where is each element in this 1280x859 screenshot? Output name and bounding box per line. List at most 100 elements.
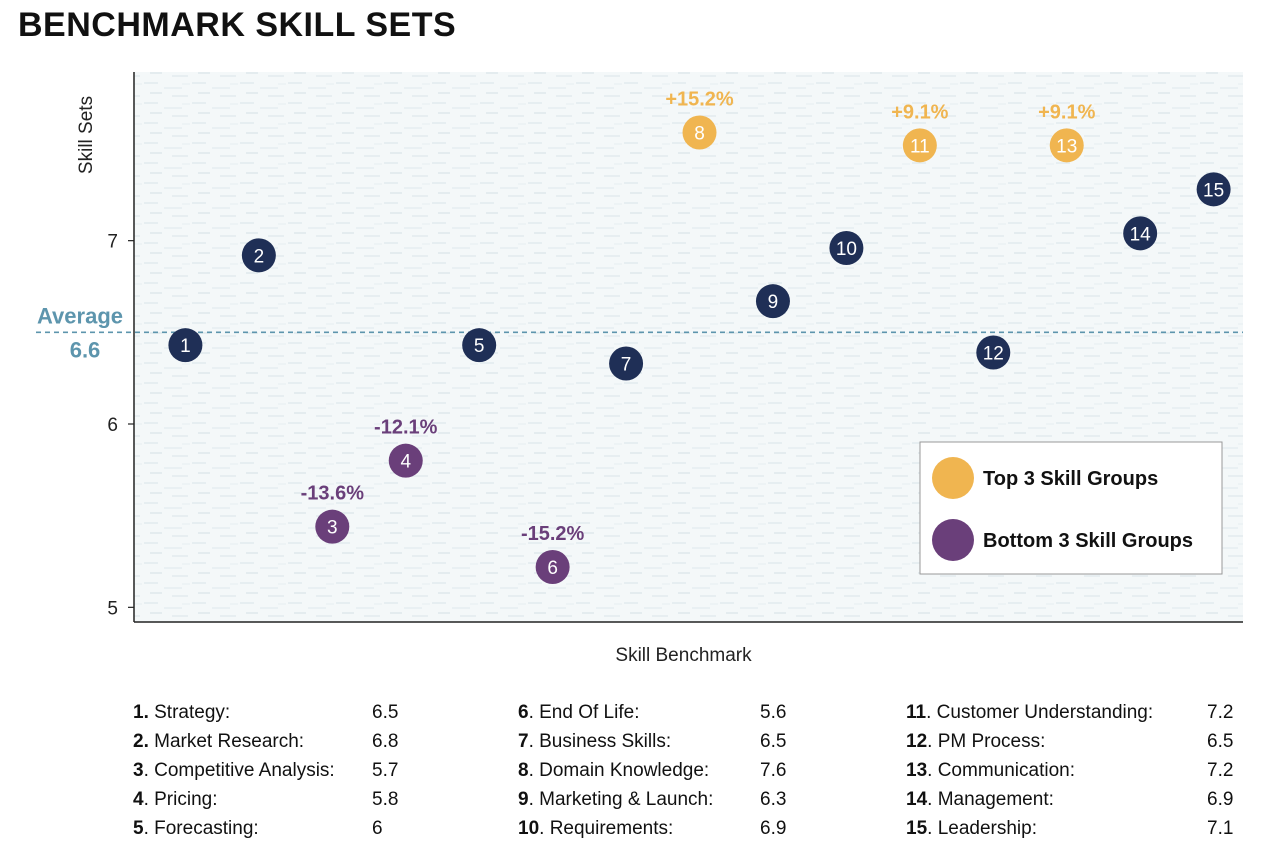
skill-value: 6 xyxy=(372,818,383,839)
skill-value: 6.3 xyxy=(760,789,787,810)
point-change-label: -15.2% xyxy=(521,523,585,545)
point-marker xyxy=(388,443,423,478)
point-marker xyxy=(902,128,937,163)
skill-value: 7.2 xyxy=(1207,702,1234,723)
skill-value: 6.5 xyxy=(372,702,399,723)
point-number: 9 xyxy=(768,292,779,313)
point-marker xyxy=(976,335,1011,370)
data-point-12: 12 xyxy=(976,335,1011,370)
skill-number: 1. xyxy=(133,702,149,723)
skill-list-item: 14. Management: 6.9 xyxy=(906,787,1233,816)
skill-number: 15 xyxy=(906,818,928,839)
point-marker xyxy=(682,115,717,150)
data-point-10: 10 xyxy=(829,231,864,265)
skill-value: 7.1 xyxy=(1207,818,1234,839)
point-marker xyxy=(462,328,497,363)
skill-number: 9 xyxy=(518,789,529,810)
data-point-11: 11 +9.1% xyxy=(891,101,949,163)
skill-name: . Requirements: xyxy=(539,818,674,839)
average-label: Average xyxy=(37,303,123,328)
skill-name: Market Research: xyxy=(148,731,305,752)
skill-list-item: 5. Forecasting: 6 xyxy=(133,816,383,845)
point-change-label: -12.1% xyxy=(374,417,438,439)
data-point-13: 13 +9.1% xyxy=(1038,101,1096,163)
x-axis-label: Skill Benchmark xyxy=(615,645,752,666)
skill-list-col-3: 11. Customer Understanding: 7.2 12. PM Pro… xyxy=(906,700,1233,845)
point-change-label: +9.1% xyxy=(1038,101,1095,123)
point-number: 7 xyxy=(621,355,632,376)
skill-list-item: 10. Requirements: 6.9 xyxy=(518,816,786,845)
y-tick-label: 6 xyxy=(107,415,118,436)
data-point-8: 8 +15.2% xyxy=(665,89,734,150)
skill-number: 12 xyxy=(906,731,928,752)
data-point-15: 15 xyxy=(1196,172,1231,207)
skill-value: 5.7 xyxy=(372,760,399,781)
chart-title: BENCHMARK SKILL SETS xyxy=(18,6,457,44)
data-point-3: 3 -13.6% xyxy=(301,483,365,544)
point-marker xyxy=(829,231,864,265)
skill-name: Strategy: xyxy=(148,702,231,723)
skill-number: 8 xyxy=(518,760,529,781)
data-point-6: 6 -15.2% xyxy=(521,523,585,584)
point-number: 1 xyxy=(180,336,191,357)
skill-list-item: 1. Strategy: 6.5 xyxy=(133,700,398,729)
point-number: 6 xyxy=(547,558,558,579)
point-marker xyxy=(1049,128,1084,163)
skill-name: . Customer Understanding: xyxy=(926,702,1154,723)
skill-name: . End Of Life: xyxy=(528,702,640,723)
skill-list-item: 4. Pricing: 5.8 xyxy=(133,787,398,816)
skill-name: . Leadership: xyxy=(927,818,1037,839)
legend-box xyxy=(919,441,1223,575)
skill-list-item: 8. Domain Knowledge: 7.6 xyxy=(518,758,786,787)
skill-number: 6 xyxy=(518,702,529,723)
point-number: 4 xyxy=(400,452,411,473)
point-marker xyxy=(609,346,644,381)
skill-name: . Competitive Analysis: xyxy=(143,760,335,781)
skill-value: 6.9 xyxy=(760,818,787,839)
point-marker xyxy=(1123,216,1158,251)
skill-number: 4 xyxy=(133,789,144,810)
data-point-4: 4 -12.1% xyxy=(374,417,438,478)
skill-number: 2. xyxy=(133,731,149,752)
skill-list-col-2: 6. End Of Life: 5.6 7. Business Skills: 6.5… xyxy=(518,700,786,845)
skill-value: 6.9 xyxy=(1207,789,1234,810)
skill-name: . Marketing & Launch: xyxy=(528,789,714,810)
point-marker xyxy=(315,509,350,544)
average-value: 6.6 xyxy=(70,337,101,362)
legend-swatch-bottom xyxy=(932,519,974,561)
skill-name: . Business Skills: xyxy=(528,731,672,752)
point-number: 11 xyxy=(910,136,930,157)
skill-name: . Domain Knowledge: xyxy=(528,760,710,781)
skill-list-col-1: 1. Strategy: 6.5 2. Market Research: 6.8 3. … xyxy=(133,700,398,845)
skill-value: 5.8 xyxy=(372,789,399,810)
point-number: 5 xyxy=(474,336,485,357)
skill-list-item: 3. Competitive Analysis: 5.7 xyxy=(133,758,398,787)
skill-list-item: 12. PM Process: 6.5 xyxy=(906,729,1233,758)
skill-value: 6.5 xyxy=(760,731,787,752)
point-number: 12 xyxy=(983,344,1004,365)
skill-list-item: 7. Business Skills: 6.5 xyxy=(518,729,786,758)
skill-list-item: 2. Market Research: 6.8 xyxy=(133,729,398,758)
data-point-5: 5 xyxy=(462,328,497,363)
data-point-7: 7 xyxy=(609,346,644,381)
point-number: 8 xyxy=(694,124,705,145)
point-marker xyxy=(241,238,276,273)
y-axis-label: Skill Sets xyxy=(76,96,97,174)
skill-name: . Management: xyxy=(927,789,1054,810)
skill-number: 11 xyxy=(906,702,927,723)
data-point-9: 9 xyxy=(755,284,790,319)
point-change-label: -13.6% xyxy=(301,483,365,505)
skill-number: 3 xyxy=(133,760,144,781)
legend-label-top: Top 3 Skill Groups xyxy=(983,468,1158,490)
point-number: 15 xyxy=(1203,180,1224,201)
skill-name: . Forecasting: xyxy=(143,818,259,839)
skill-list-item: 13. Communication: 7.2 xyxy=(906,758,1233,787)
legend-swatch-top xyxy=(932,457,974,499)
skill-value: 7.6 xyxy=(760,760,787,781)
skill-list-item: 6. End Of Life: 5.6 xyxy=(518,700,786,729)
skill-value: 6.5 xyxy=(1207,731,1234,752)
point-marker xyxy=(755,284,790,319)
y-tick-label: 5 xyxy=(107,598,118,619)
point-number: 10 xyxy=(836,239,857,260)
